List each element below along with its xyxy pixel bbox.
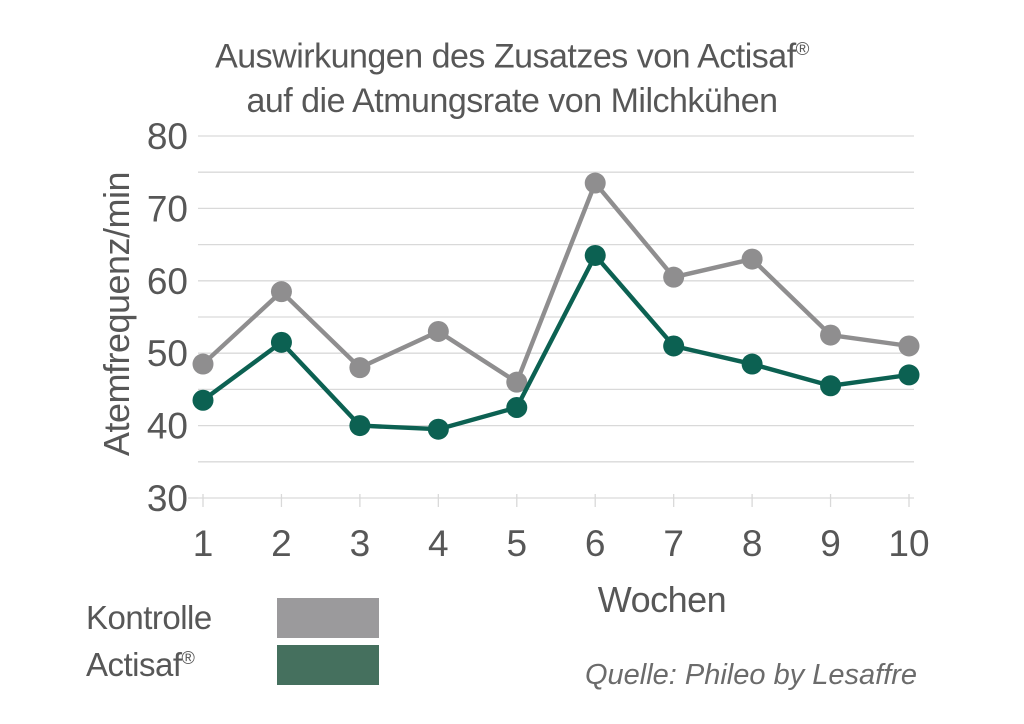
x-tick-label-4: 4 (428, 523, 449, 564)
data-point-actisaf-week2 (270, 331, 292, 353)
y-tick-label-30: 30 (147, 478, 188, 519)
series-line-actisaf (200, 253, 912, 432)
x-tick-label-7: 7 (663, 523, 684, 564)
data-point-actisaf-week4 (427, 418, 449, 440)
series-line-kontrolle (200, 180, 912, 385)
data-point-kontrolle-week1 (192, 353, 214, 375)
legend-swatch-actisaf (277, 645, 379, 685)
chart-title: Auswirkungen des Zusatzes von Actisaf® a… (0, 26, 1024, 124)
registered-trademark-symbol: ® (795, 38, 810, 59)
legend-label-actisaf: Actisaf® (86, 646, 195, 683)
legend-item-actisaf: Actisaf® (86, 645, 379, 685)
y-tick-label-70: 70 (147, 188, 188, 229)
y-tick-label-60: 60 (147, 261, 188, 302)
data-point-actisaf-week10 (898, 364, 920, 386)
data-point-kontrolle-week2 (270, 281, 292, 303)
x-tick-label-6: 6 (585, 523, 606, 564)
y-tick-label-50: 50 (147, 333, 188, 374)
registered-trademark-symbol: ® (181, 648, 195, 668)
data-point-kontrolle-week9 (820, 324, 842, 346)
data-point-actisaf-week5 (506, 397, 528, 418)
x-tick-label-8: 8 (742, 523, 763, 564)
data-point-kontrolle-week8 (741, 248, 763, 270)
data-point-kontrolle-week5 (506, 371, 528, 393)
data-point-actisaf-week1 (192, 389, 214, 411)
legend-swatch-kontrolle (277, 598, 379, 638)
data-point-kontrolle-week3 (349, 357, 371, 379)
chart-title-line1: Auswirkungen des Zusatzes von Actisaf® (215, 37, 810, 76)
x-tick-label-2: 2 (271, 523, 292, 564)
data-point-kontrolle-week6 (584, 172, 606, 194)
data-point-actisaf-week7 (663, 335, 685, 357)
data-point-kontrolle-week10 (898, 335, 920, 357)
legend-item-kontrolle: Kontrolle (86, 598, 379, 638)
data-point-actisaf-week9 (820, 375, 842, 397)
y-tick-label-80: 80 (147, 116, 188, 157)
x-tick-label-1: 1 (193, 523, 214, 564)
x-axis-title: Wochen (597, 579, 727, 620)
data-point-actisaf-week6 (584, 244, 606, 266)
data-point-kontrolle-week7 (663, 266, 685, 288)
data-point-actisaf-week3 (349, 415, 371, 437)
data-point-kontrolle-week4 (427, 320, 449, 342)
x-tick-label-3: 3 (350, 523, 371, 564)
source-note: Quelle: Phileo by Lesaffre (584, 659, 918, 691)
legend-label-kontrolle: Kontrolle (86, 599, 212, 636)
y-tick-label-40: 40 (147, 406, 188, 447)
chart-title-line2: auf die Atmungsrate von Milchkühen (246, 82, 778, 121)
data-point-actisaf-week8 (741, 353, 763, 375)
x-tick-label-10: 10 (888, 523, 929, 564)
chart-legend: Kontrolle Actisaf® (86, 598, 379, 685)
x-tick-label-9: 9 (820, 523, 841, 564)
x-tick-label-5: 5 (506, 523, 527, 564)
